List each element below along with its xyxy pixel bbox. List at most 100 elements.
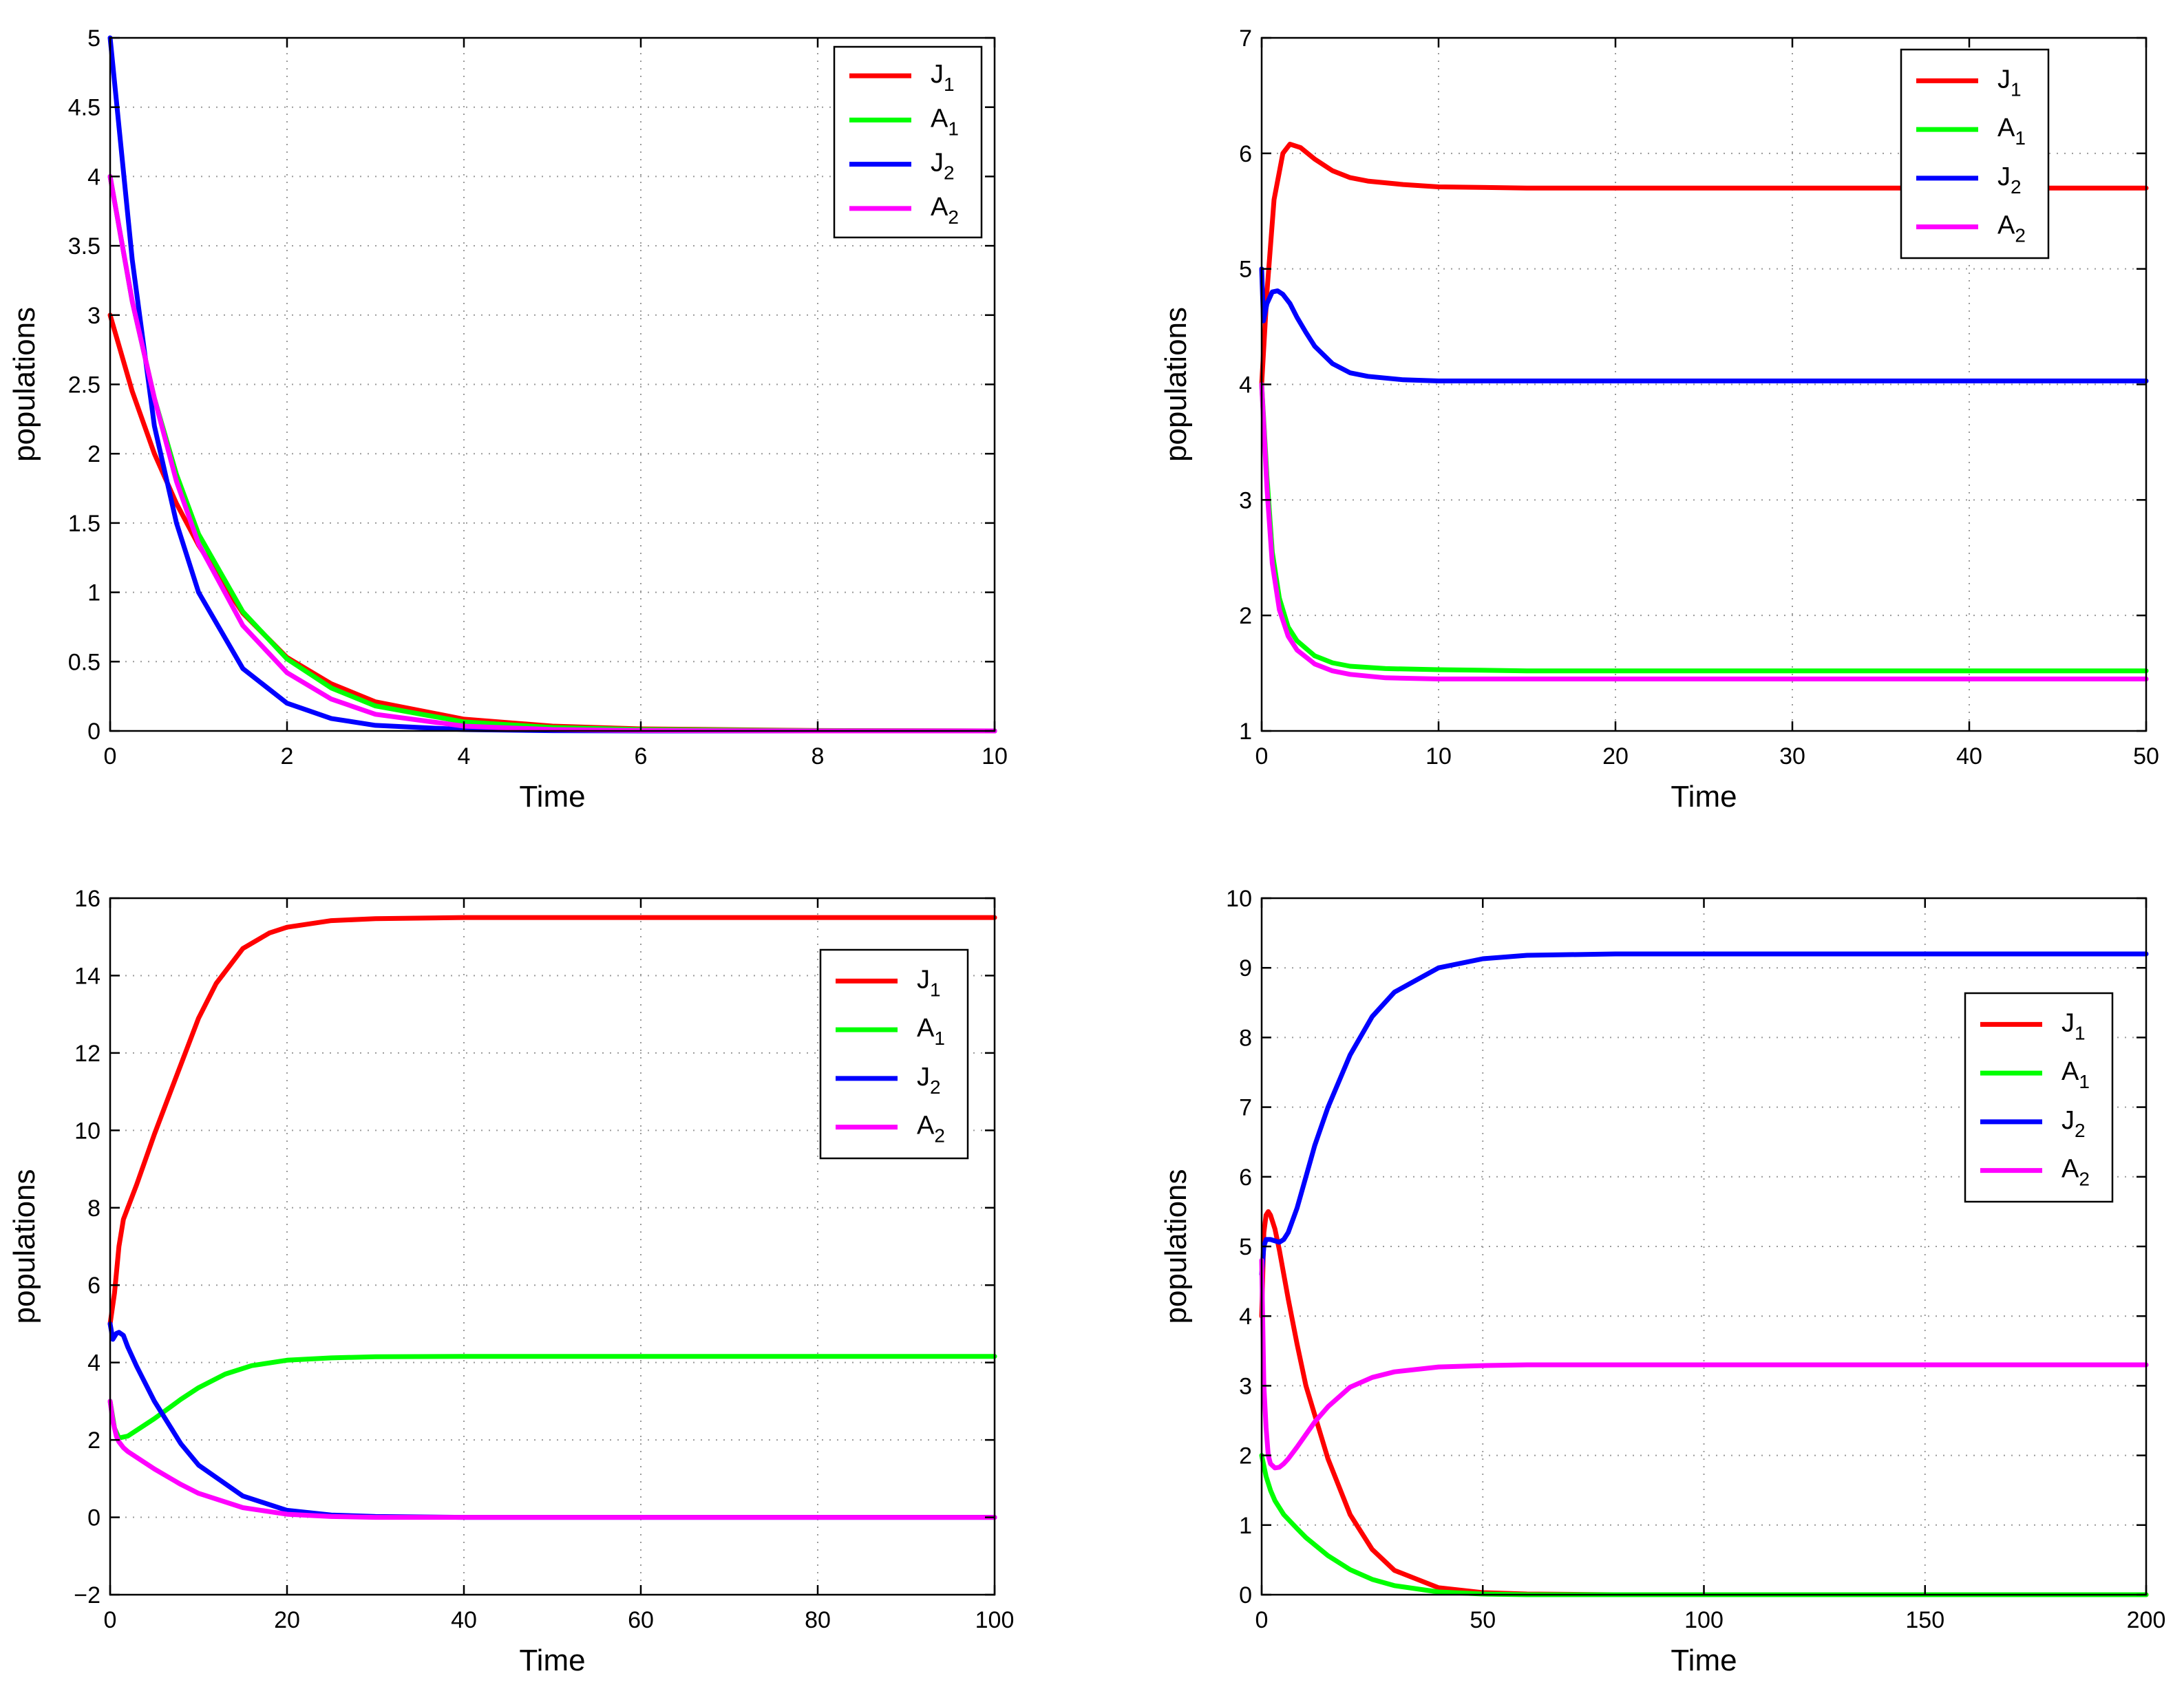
- series-line-j2: [1259, 951, 2149, 1277]
- series-line-a2: [1259, 382, 2149, 681]
- x-tick-label: 20: [1602, 743, 1629, 769]
- y-tick-label: 7: [1239, 25, 1252, 52]
- legend-label-a1: A1: [2061, 1057, 2090, 1092]
- chart-panel-bottom-left: 0 20 40 60 80 100−20246810121416Timepopulatio…: [8, 886, 1014, 1677]
- legend-label-j1: J1: [917, 965, 941, 1000]
- y-tick-label: 1: [1239, 719, 1252, 745]
- legend-label-j2: J2: [2061, 1106, 2086, 1141]
- x-tick-label: 0: [104, 743, 117, 769]
- series-line-a2: [107, 1399, 997, 1520]
- legend: J1 A1 J2 A2: [819, 948, 969, 1160]
- chart-panel-top-left: 0 2 4 6 8 10 0 0.5 1 1.5 2 2.5 3 3.5 4 4.5 5 Time populati…: [8, 25, 1008, 814]
- x-axis-label: Time: [519, 780, 585, 814]
- y-axis-label: populations: [8, 1169, 41, 1324]
- series-line-a1: [1259, 1453, 2149, 1597]
- y-tick-label: 12: [74, 1041, 100, 1067]
- y-tick-label: 3: [1239, 1373, 1252, 1399]
- y-tick-label: 1.5: [68, 511, 100, 537]
- y-axis-label: populations: [1159, 307, 1193, 462]
- x-axis-label: Time: [1671, 1644, 1737, 1677]
- y-axis-label: populations: [1159, 1169, 1193, 1324]
- y-tick-label: 6: [1239, 141, 1252, 167]
- y-tick-label: 6: [1239, 1165, 1252, 1191]
- x-tick-label: 60: [628, 1607, 654, 1633]
- legend: J1 A1 J2 A2: [1964, 992, 2114, 1203]
- x-tick-label: 10: [1425, 743, 1452, 769]
- y-tick-label: 3: [87, 303, 100, 329]
- y-tick-label: 8: [87, 1196, 100, 1222]
- y-tick-label: 2: [87, 441, 100, 467]
- x-tick-label: 0: [104, 1607, 117, 1633]
- legend-label-j1: J1: [1997, 65, 2022, 100]
- x-axis-label: Time: [1671, 780, 1737, 814]
- legend-label-a1: A1: [917, 1014, 945, 1049]
- series-line-a1: [107, 1354, 997, 1441]
- x-axis-label: Time: [519, 1644, 585, 1677]
- y-tick-label: 10: [74, 1118, 100, 1144]
- series-line-j1: [107, 915, 997, 1326]
- y-tick-label: 4: [1239, 372, 1252, 399]
- x-tick-label: 50: [1470, 1607, 1496, 1633]
- x-tick-label: 4: [458, 743, 471, 769]
- x-tick-label: 0: [1255, 743, 1269, 769]
- y-tick-label: 1: [87, 580, 100, 606]
- y-tick-label: 2: [1239, 1443, 1252, 1469]
- legend-label-a2: A2: [2061, 1155, 2090, 1190]
- y-tick-label: 4.5: [68, 95, 100, 121]
- y-tick-label: 8: [1239, 1025, 1252, 1051]
- y-tick-label: 0.5: [68, 649, 100, 675]
- legend-label-a1: A1: [1997, 114, 2026, 149]
- legend-label-j1: J1: [2061, 1008, 2086, 1043]
- series-line-a2: [1259, 1257, 2149, 1471]
- x-tick-label: 40: [451, 1607, 477, 1633]
- y-tick-label: 3: [1239, 487, 1252, 513]
- y-tick-label: 5: [87, 25, 100, 52]
- legend-label-j2: J2: [931, 149, 955, 184]
- legend: J1 A1 J2 A2: [833, 45, 983, 239]
- x-tick-label: 30: [1779, 743, 1805, 769]
- legend-label-j2: J2: [1997, 162, 2022, 198]
- x-tick-label: 40: [1956, 743, 1982, 769]
- legend-box: [833, 45, 983, 239]
- y-tick-label: 6: [87, 1273, 100, 1299]
- y-tick-label: 10: [1226, 886, 1252, 912]
- series-line-a1: [107, 173, 997, 734]
- x-tick-label: 20: [274, 1607, 300, 1633]
- y-tick-label: 14: [74, 963, 100, 989]
- x-tick-label: 200: [2127, 1607, 2166, 1633]
- y-tick-label: 0: [1239, 1582, 1252, 1608]
- x-tick-label: 100: [1684, 1607, 1724, 1633]
- legend-label-j2: J2: [917, 1063, 941, 1098]
- x-tick-label: 2: [281, 743, 294, 769]
- legend-box: [1964, 992, 2114, 1203]
- legend: J1 A1 J2 A2: [1900, 48, 2050, 259]
- series-line-a2: [107, 173, 997, 734]
- legend-box: [1900, 48, 2050, 259]
- y-tick-label: 4: [87, 164, 100, 190]
- y-tick-label: 5: [1239, 1234, 1252, 1260]
- series-line-j2: [107, 1321, 997, 1520]
- x-tick-label: 80: [805, 1607, 831, 1633]
- y-tick-label: 2: [1239, 603, 1252, 629]
- y-tick-label: 5: [1239, 257, 1252, 283]
- y-tick-label: 0: [87, 719, 100, 745]
- series-line-a1: [1259, 382, 2149, 674]
- legend-label-a1: A1: [931, 104, 959, 139]
- series-line-j1: [1259, 141, 2149, 387]
- chart-panel-top-right: 0 10 20 30 40 50 1 2 3 4 5 6 7 Time populations J1 A1 J2 A…: [1159, 25, 2159, 814]
- x-tick-label: 100: [975, 1607, 1015, 1633]
- y-axis-label: populations: [8, 307, 41, 462]
- y-tick-label: 9: [1239, 955, 1252, 981]
- x-tick-label: 150: [1905, 1607, 1944, 1633]
- plot-frame: [109, 897, 996, 1596]
- y-tick-label: 2.5: [68, 372, 100, 399]
- y-tick-label: 16: [74, 886, 100, 912]
- y-tick-label: 7: [1239, 1095, 1252, 1121]
- y-tick-label: 4: [87, 1350, 100, 1377]
- x-tick-label: 50: [2133, 743, 2159, 769]
- legend-label-a2: A2: [917, 1112, 945, 1147]
- series-line-j2: [1259, 266, 2149, 383]
- x-tick-label: 8: [812, 743, 825, 769]
- y-tick-label: 1: [1239, 1513, 1252, 1539]
- y-tick-label: 4: [1239, 1304, 1252, 1330]
